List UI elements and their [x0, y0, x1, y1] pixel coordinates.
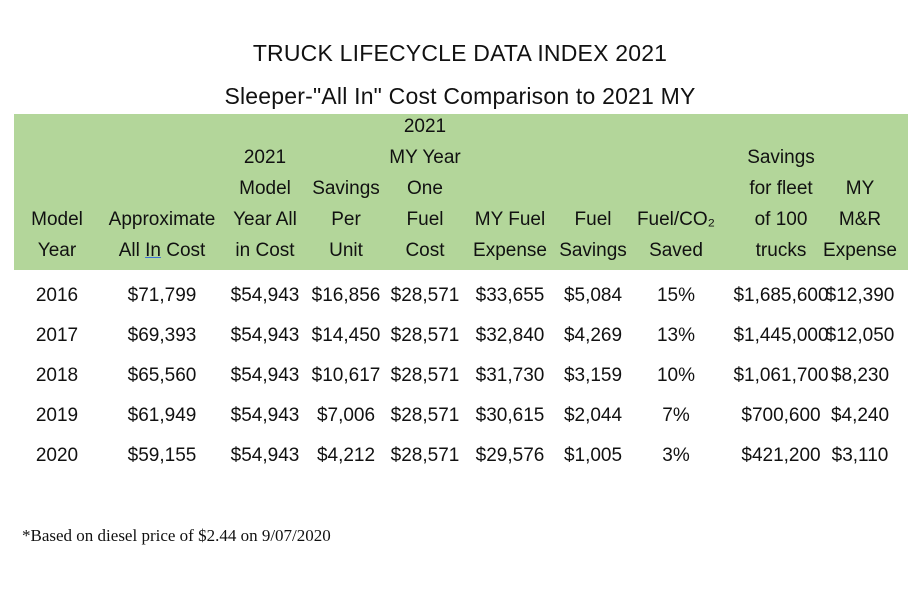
table-row: 2017 $69,393 $54,943 $14,450 $28,571 $32,840 $… [14, 320, 908, 352]
cell-fuel-co2-saved: 7% [662, 405, 690, 426]
column-header-savings-per-unit: Savings Per Unit [306, 114, 386, 270]
cell-fuel-co2-saved: 13% [656, 325, 696, 346]
column-header-line: MY Year [389, 147, 461, 168]
table-header: Model Year Approximate All In Cost 2021 Model… [14, 114, 908, 270]
cell-savings-per-unit: $10,617 [311, 365, 381, 386]
cell-one-fuel-cost: $28,571 [390, 405, 460, 426]
column-header-line: Savings [559, 240, 627, 261]
cell-approx-all-in-cost: $61,949 [127, 405, 197, 426]
cell-one-fuel-cost: $28,571 [390, 445, 460, 466]
column-header-line: Expense [473, 240, 547, 261]
cell-model-year: 2018 [35, 365, 79, 386]
cell-one-fuel-cost: $28,571 [390, 285, 460, 306]
column-header-line: of 100 [754, 209, 808, 230]
cell-mr-expense: $12,050 [825, 325, 895, 346]
cell-approx-all-in-cost: $69,393 [127, 325, 197, 346]
column-header-model-year: Model Year [17, 114, 97, 270]
cell-one-fuel-cost: $28,571 [390, 365, 460, 386]
cell-fuel-co2-saved: 3% [662, 445, 690, 466]
cell-mr-expense: $12,390 [825, 285, 895, 306]
cell-fuel-savings: $3,159 [563, 365, 623, 386]
column-header-fleet-savings: Savings for fleet of 100 trucks [726, 114, 836, 270]
cell-approx-all-in-cost: $71,799 [127, 285, 197, 306]
column-header-line: One [407, 178, 443, 199]
cell-model-year: 2016 [35, 285, 79, 306]
cell-model-year-all-in-cost: $54,943 [230, 285, 300, 306]
column-header-line: Per [331, 209, 361, 230]
cell-fuel-savings: $2,044 [563, 405, 623, 426]
table-row: 2020 $59,155 $54,943 $4,212 $28,571 $29,576 $1… [14, 440, 908, 472]
cell-fuel-co2-saved: 15% [656, 285, 696, 306]
footnote: *Based on diesel price of $2.44 on 9/07/… [22, 526, 331, 545]
column-header-line: All In Cost [118, 240, 206, 261]
cell-model-year-all-in-cost: $54,943 [230, 325, 300, 346]
cell-fuel-savings: $1,005 [563, 445, 623, 466]
cell-mr-expense: $4,240 [830, 405, 890, 426]
column-header-line: trucks [755, 240, 807, 261]
cell-fuel-co2-saved: 10% [656, 365, 696, 386]
column-header-line: Year All [233, 209, 297, 230]
column-header-line: Fuel/CO₂ [636, 209, 716, 230]
table-row: 2016 $71,799 $54,943 $16,856 $28,571 $33,655 $… [14, 280, 908, 312]
column-header-line: 2021 [403, 116, 447, 137]
cell-mr-expense: $8,230 [830, 365, 890, 386]
column-header-line: for fleet [749, 178, 813, 199]
column-header-line: Year [37, 240, 77, 261]
column-header-line: Model [239, 178, 291, 199]
cell-fleet-savings: $700,600 [741, 405, 821, 426]
column-header-model-year-all-in-cost: 2021 Model Year All in Cost [220, 114, 310, 270]
column-header-line: Savings [312, 178, 380, 199]
column-header-mr-expense: MY M&R Expense [820, 114, 900, 270]
cell-savings-per-unit: $4,212 [316, 445, 376, 466]
column-header-line: Savings [747, 147, 815, 168]
cell-model-year: 2019 [35, 405, 79, 426]
table-subtitle: Sleeper-"All In" Cost Comparison to 2021… [224, 83, 696, 109]
column-header-line: MY [845, 178, 875, 199]
cell-approx-all-in-cost: $59,155 [127, 445, 197, 466]
cell-fuel-savings: $5,084 [563, 285, 623, 306]
cell-model-year: 2017 [35, 325, 79, 346]
column-header-line: Fuel [406, 209, 444, 230]
column-header-line: Unit [329, 240, 363, 261]
cell-model-year-all-in-cost: $54,943 [230, 365, 300, 386]
column-header-my-fuel-expense: MY Fuel Expense [465, 114, 555, 270]
cell-my-fuel-expense: $33,655 [475, 285, 545, 306]
table-row: 2019 $61,949 $54,943 $7,006 $28,571 $30,615 $2… [14, 400, 908, 432]
cell-my-fuel-expense: $31,730 [475, 365, 545, 386]
table-title: TRUCK LIFECYCLE DATA INDEX 2021 [252, 40, 668, 66]
column-header-line: Fuel [574, 209, 612, 230]
cell-savings-per-unit: $16,856 [311, 285, 381, 306]
cell-model-year: 2020 [35, 445, 79, 466]
column-header-line: in Cost [235, 240, 295, 261]
column-header-line: Saved [649, 240, 703, 261]
column-header-approx-all-in-cost: Approximate All In Cost [102, 114, 222, 270]
cell-fleet-savings: $1,445,000 [733, 325, 829, 346]
cell-fleet-savings: $421,200 [741, 445, 821, 466]
column-header-line: 2021 [243, 147, 287, 168]
cell-model-year-all-in-cost: $54,943 [230, 445, 300, 466]
column-header-line: MY Fuel [474, 209, 546, 230]
column-header-line: Model [31, 209, 83, 230]
cell-fuel-savings: $4,269 [563, 325, 623, 346]
column-header-fuel-co2-saved: Fuel/CO₂ Saved [631, 114, 721, 270]
cell-approx-all-in-cost: $65,560 [127, 365, 197, 386]
column-header-line: Approximate [108, 209, 216, 230]
cell-my-fuel-expense: $32,840 [475, 325, 545, 346]
cell-fleet-savings: $1,685,600 [733, 285, 829, 306]
column-header-line: Cost [405, 240, 445, 261]
column-header-one-fuel-cost: 2021 MY Year One Fuel Cost [385, 114, 465, 270]
cell-my-fuel-expense: $29,576 [475, 445, 545, 466]
table-row: 2018 $65,560 $54,943 $10,617 $28,571 $31,730 $… [14, 360, 908, 392]
column-header-line: M&R [838, 209, 882, 230]
cell-model-year-all-in-cost: $54,943 [230, 405, 300, 426]
cell-my-fuel-expense: $30,615 [475, 405, 545, 426]
cell-savings-per-unit: $14,450 [311, 325, 381, 346]
column-header-fuel-savings: Fuel Savings [553, 114, 633, 270]
cell-fleet-savings: $1,061,700 [733, 365, 829, 386]
cell-savings-per-unit: $7,006 [316, 405, 376, 426]
column-header-line: Expense [823, 240, 897, 261]
cell-mr-expense: $3,110 [831, 445, 889, 466]
cell-one-fuel-cost: $28,571 [390, 325, 460, 346]
